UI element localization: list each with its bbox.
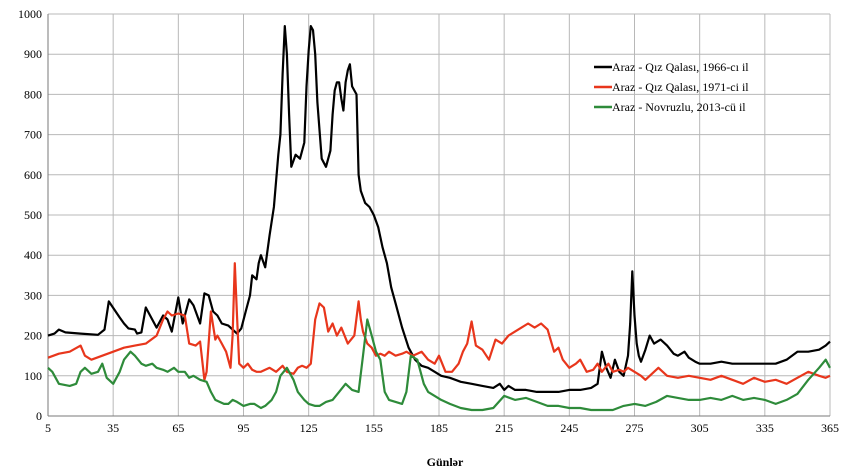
series-line-2 bbox=[47, 262, 831, 385]
legend-item-2: Araz - Qız Qalası, 1971-ci il bbox=[594, 80, 749, 94]
x-tick-label: 215 bbox=[495, 421, 513, 435]
legend-label: Araz - Novruzlu, 2013-cü il bbox=[612, 100, 746, 114]
x-axis-label: Günlər bbox=[427, 455, 464, 469]
x-tick-label: 365 bbox=[821, 421, 839, 435]
y-tick-label: 500 bbox=[24, 208, 42, 222]
y-tick-label: 700 bbox=[24, 128, 42, 142]
axes bbox=[47, 14, 830, 417]
y-tick-labels: 0 100 200 300 400 500 600 700 800 900 1000 bbox=[18, 7, 42, 423]
x-tick-label: 305 bbox=[691, 421, 709, 435]
legend-label: Araz - Qız Qalası, 1971-ci il bbox=[612, 80, 749, 94]
x-tick-label: 245 bbox=[560, 421, 578, 435]
y-tick-label: 1000 bbox=[18, 7, 42, 21]
legend: Araz - Qız Qalası, 1966-cı il Araz - Qız … bbox=[594, 60, 749, 114]
x-tick-label: 335 bbox=[756, 421, 774, 435]
y-tick-label: 600 bbox=[24, 168, 42, 182]
y-tick-label: 800 bbox=[24, 87, 42, 101]
y-tick-label: 300 bbox=[24, 288, 42, 302]
x-tick-label: 275 bbox=[626, 421, 644, 435]
legend-item-3: Araz - Novruzlu, 2013-cü il bbox=[594, 100, 746, 114]
x-tick-labels: 5 35 65 95 125 155 185 215 245 275 305 335 365 bbox=[45, 421, 839, 435]
legend-label: Araz - Qız Qalası, 1966-cı il bbox=[612, 60, 749, 74]
series-line-3 bbox=[47, 318, 831, 412]
x-tick-label: 35 bbox=[107, 421, 119, 435]
y-tick-label: 0 bbox=[36, 409, 42, 423]
y-tick-label: 100 bbox=[24, 369, 42, 383]
x-tick-label: 185 bbox=[430, 421, 448, 435]
series-line-1 bbox=[47, 25, 831, 393]
y-tick-label: 900 bbox=[24, 47, 42, 61]
y-tick-label: 400 bbox=[24, 248, 42, 262]
x-tick-label: 95 bbox=[238, 421, 250, 435]
x-tick-label: 65 bbox=[172, 421, 184, 435]
x-tick-label: 125 bbox=[300, 421, 318, 435]
x-tick-label: 5 bbox=[45, 421, 51, 435]
legend-item-1: Araz - Qız Qalası, 1966-cı il bbox=[594, 60, 749, 74]
series-lines bbox=[47, 25, 831, 412]
x-tick-label: 155 bbox=[365, 421, 383, 435]
y-tick-label: 200 bbox=[24, 329, 42, 343]
